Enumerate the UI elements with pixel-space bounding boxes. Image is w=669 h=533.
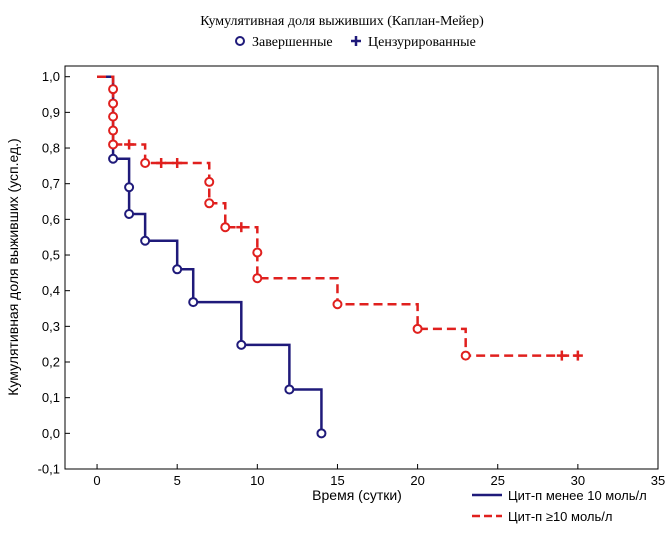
x-tick-label: 15: [330, 473, 344, 488]
y-tick-label: 0,9: [42, 105, 60, 120]
y-tick-label: -0,1: [38, 462, 60, 477]
completed-legend-label: Завершенные: [252, 35, 333, 50]
y-tick-label: 0,0: [42, 426, 60, 441]
series-1-event-point: [460, 350, 471, 361]
series-1-event-point: [108, 139, 119, 150]
series-1-censored-point: [124, 139, 135, 150]
series-1-censored-point: [556, 350, 567, 361]
series-1-event-point: [332, 299, 343, 310]
series-1-event-point: [108, 125, 119, 136]
series-1-event-point: [252, 247, 263, 258]
series-0-event-point: [124, 182, 135, 193]
x-axis: 0 5 10 15 20 25 30 35: [93, 464, 665, 488]
series-1-censored-point: [156, 158, 167, 169]
marker-legend: Завершенные Цензурированные: [235, 35, 476, 50]
series-1-censored-point: [572, 350, 583, 361]
series-layer: [97, 75, 583, 439]
series-1-censored-point: [172, 158, 183, 169]
series-1-event-point: [140, 158, 151, 169]
y-tick-label: 0,1: [42, 390, 60, 405]
y-tick-label: 0,7: [42, 176, 60, 191]
series-0-event-point: [140, 235, 151, 246]
chart-title: Кумулятивная доля выживших (Каплан-Мейер…: [200, 14, 484, 29]
series-0-group: [97, 75, 327, 439]
x-tick-label: 20: [410, 473, 424, 488]
y-tick-label: 0,3: [42, 319, 60, 334]
plot-frame: [64, 65, 659, 470]
completed-legend-marker: [235, 36, 245, 46]
series-1-censored-point: [236, 222, 247, 233]
series-0-event-point: [284, 384, 295, 395]
series-1-event-point: [108, 84, 119, 95]
y-tick-label: 0,2: [42, 355, 60, 370]
x-tick-label: 30: [571, 473, 585, 488]
series-0-event-point: [188, 297, 199, 308]
series-0-event-point: [108, 153, 119, 164]
series-0-legend-label: Цит-п менее 10 моль/л: [508, 488, 647, 503]
series-legend: Цит-п менее 10 моль/л Цит-п ≥10 моль/л: [472, 488, 647, 524]
series-1-event-point: [108, 111, 119, 122]
x-tick-label: 25: [490, 473, 504, 488]
y-tick-label: 1,0: [42, 69, 60, 84]
y-axis-label: Кумулятивная доля выживших (усп.ед.): [5, 138, 21, 395]
series-0-event-point: [316, 428, 327, 439]
y-tick-label: 0,6: [42, 212, 60, 227]
y-tick-label: 0,5: [42, 248, 60, 263]
series-1-event-point: [252, 273, 263, 284]
x-axis-label: Время (сутки): [312, 487, 402, 503]
x-tick-label: 5: [174, 473, 181, 488]
series-0-line: [97, 75, 323, 434]
censored-legend-label: Цензурированные: [368, 35, 476, 50]
y-axis: -0,1 0,0 0,1 0,2 0,3 0,4 0,5 0,6 0,7 0,8 0,9 1,0: [38, 69, 70, 477]
series-1-event-point: [204, 176, 215, 187]
series-1-event-point: [108, 98, 119, 109]
series-1-event-point: [412, 323, 423, 334]
series-1-event-point: [220, 222, 231, 233]
censored-legend-marker: [351, 36, 361, 46]
series-0-event-point: [124, 209, 135, 220]
y-tick-label: 0,8: [42, 141, 60, 156]
series-1-legend-label: Цит-п ≥10 моль/л: [508, 509, 612, 524]
x-tick-label: 10: [250, 473, 264, 488]
x-tick-label: 35: [651, 473, 665, 488]
series-0-event-point: [172, 264, 183, 275]
series-0-event-point: [236, 339, 247, 350]
series-1-line: [97, 75, 578, 357]
y-tick-label: 0,4: [42, 283, 60, 298]
x-tick-label: 0: [93, 473, 100, 488]
series-1-event-point: [204, 198, 215, 209]
series-1-group: [97, 75, 583, 361]
